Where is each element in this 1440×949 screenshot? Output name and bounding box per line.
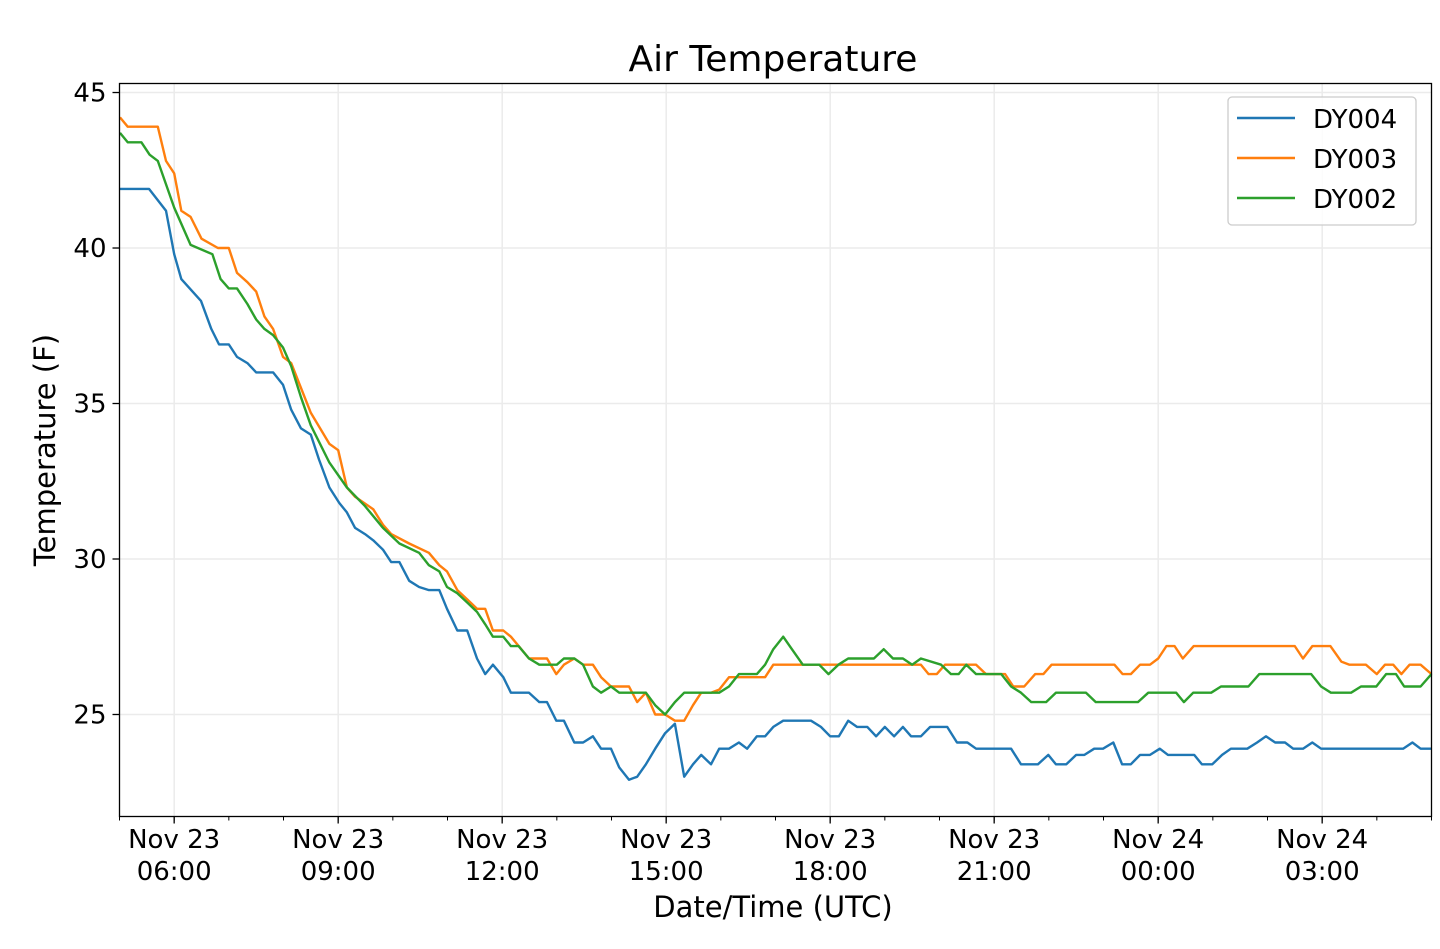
y-tick-label: 45 [73, 79, 106, 109]
x-tick-label-time: 00:00 [1121, 857, 1196, 887]
x-tick-label-time: 21:00 [957, 857, 1032, 887]
y-tick-label: 25 [73, 700, 106, 730]
x-tick-label-time: 15:00 [629, 857, 704, 887]
y-tick-label: 35 [73, 390, 106, 420]
legend-label: DY004 [1313, 105, 1397, 135]
legend-label: DY003 [1313, 145, 1397, 175]
x-tick-label-time: 12:00 [465, 857, 540, 887]
x-tick-label-date: Nov 23 [456, 825, 548, 855]
series-lines [119, 116, 1433, 781]
x-tick-label-date: Nov 23 [292, 825, 384, 855]
legend: DY004 DY003 DY002 [1227, 96, 1417, 226]
x-tick-label-time: 18:00 [793, 857, 868, 887]
x-tick-label-date: Nov 23 [620, 825, 712, 855]
y-axis-label: Temperature (F) [28, 334, 62, 567]
x-tick-label-date: Nov 24 [1276, 825, 1368, 855]
series-line-dy004 [120, 187, 1432, 781]
series-line-dy002 [119, 132, 1433, 716]
y-tick-label: 30 [73, 545, 106, 575]
x-tick-label-time: 09:00 [301, 857, 376, 887]
x-tick-label-date: Nov 23 [784, 825, 876, 855]
x-axis-label: Date/Time (UTC) [653, 890, 892, 924]
chart-title: Air Temperature [629, 39, 918, 80]
legend-box [1227, 96, 1417, 226]
x-tick-label-date: Nov 23 [948, 825, 1040, 855]
x-tick-label-date: Nov 23 [128, 825, 220, 855]
x-tick-label-time: 06:00 [137, 857, 212, 887]
x-tick-label-date: Nov 24 [1112, 825, 1204, 855]
y-axis-ticks: 25 30 35 40 45 [73, 79, 120, 730]
x-tick-label-time: 03:00 [1285, 857, 1360, 887]
series-line-dy003 [119, 116, 1433, 722]
legend-label: DY002 [1313, 185, 1397, 215]
y-tick-label: 40 [73, 234, 106, 264]
